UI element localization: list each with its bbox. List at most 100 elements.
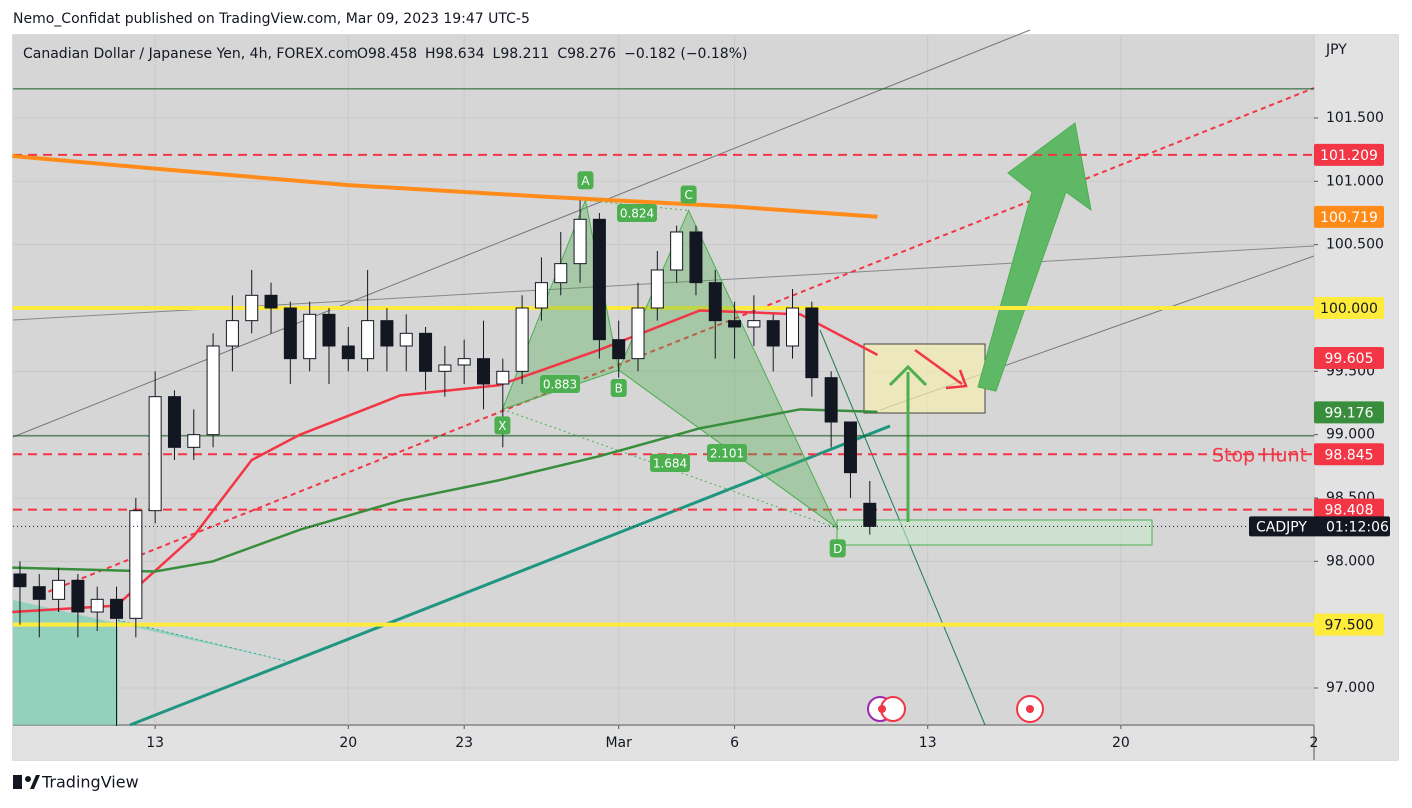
pattern-point-badge: [680, 185, 697, 204]
teal-zone: [13, 600, 290, 725]
y-tick-label: 100.500: [1326, 237, 1384, 253]
candle-body: [496, 370, 510, 385]
candle-body: [766, 320, 780, 347]
candle-body: [554, 263, 568, 284]
publisher: Nemo_Confidat published on TradingView.c…: [13, 11, 530, 27]
candle-body: [206, 345, 220, 436]
pattern-ratio-badge: [650, 454, 690, 472]
pattern-ratio: 0.824: [620, 207, 654, 221]
candle-body: [592, 218, 606, 341]
price-label-box: [1314, 401, 1384, 424]
pattern-ratio-badge: [540, 375, 580, 393]
candle-body: [110, 598, 124, 619]
candle-body: [612, 339, 626, 360]
candle-body: [670, 231, 684, 271]
price-label: 100.000: [1320, 301, 1378, 317]
candle-body: [747, 320, 761, 328]
candle-body: [225, 320, 239, 347]
y-tick-label: 99.000: [1326, 427, 1375, 443]
event-icons: [867, 695, 1044, 723]
pattern-point-label: D: [833, 542, 842, 556]
pattern-point-label: A: [581, 174, 590, 188]
price-label-box: [1314, 613, 1384, 636]
event-icon: [1026, 705, 1034, 713]
candle-body: [32, 586, 46, 600]
trend-line: [39, 87, 1315, 596]
countdown-symbol: CADJPY: [1256, 519, 1307, 535]
legend-value: −0.182 (−0.18%): [624, 46, 747, 62]
legend-value: O98.458: [357, 46, 417, 62]
price-label-box: [1314, 205, 1384, 228]
countdown-box: [1249, 516, 1390, 537]
candle-body: [438, 364, 452, 372]
legend-value: L98.211: [493, 46, 550, 62]
pattern-ratio: 1.684: [653, 457, 687, 471]
y-tick-label: 97.000: [1326, 680, 1375, 696]
pattern-point-label: X: [498, 419, 506, 433]
price-label: 97.500: [1325, 618, 1374, 634]
y-tick-label: 98.000: [1326, 553, 1375, 569]
legend: O98.458 H98.634 L98.211 C98.276 −0.182 (−0.1…: [357, 46, 747, 62]
x-tick-label: 20: [1112, 735, 1130, 751]
candle-body: [399, 332, 413, 347]
candle-body: [90, 598, 104, 613]
brand: TradingView: [13, 773, 139, 792]
candle-body: [708, 282, 722, 322]
x-tick-label: 6: [730, 735, 739, 751]
channel-line: [12, 29, 1031, 438]
candle-body: [148, 396, 162, 512]
x-tick-label: Mar: [605, 735, 632, 751]
price-label: 101.209: [1320, 148, 1378, 164]
moving-average: [12, 153, 878, 219]
candle-body: [824, 377, 838, 423]
price-label: 98.845: [1325, 447, 1374, 463]
price-label-box: [1314, 296, 1384, 319]
candle-body: [805, 307, 819, 379]
price-label: 99.605: [1325, 351, 1374, 367]
candle-body: [71, 579, 85, 613]
price-label-box: [1314, 498, 1384, 521]
candle-body: [419, 332, 433, 372]
price-label-box: [1314, 443, 1384, 466]
y-tick-label: 101.500: [1326, 110, 1384, 126]
x-tick-label: 20: [339, 735, 357, 751]
candle-body: [534, 282, 548, 309]
y-tick-label: 101.000: [1326, 173, 1384, 189]
candle-body: [129, 510, 143, 619]
candle-body: [187, 434, 201, 448]
candle-body: [380, 320, 394, 347]
price-label: 99.176: [1325, 405, 1374, 421]
candle-body: [322, 313, 336, 347]
candle-body: [457, 358, 471, 366]
projection-arrow: [977, 122, 1092, 392]
pattern-ratio-line: [502, 408, 838, 529]
candle-body: [515, 307, 529, 372]
plot: X A B C D 0.824 0.883 1.684 2.101: [12, 29, 1315, 727]
x-tick-label: 13: [919, 735, 937, 751]
x-tick-label: 13: [146, 735, 164, 751]
legend-value: H98.634: [425, 46, 485, 62]
logo: [13, 775, 22, 789]
legend-value: C98.276: [557, 46, 616, 62]
symbol-title: Canadian Dollar / Japanese Yen, 4h, FORE…: [23, 46, 358, 62]
currency: JPY: [1325, 42, 1347, 58]
price-label-box: [1314, 143, 1384, 166]
event-icon: [878, 705, 886, 713]
candle-body: [303, 313, 317, 360]
target-zone: [836, 519, 1153, 546]
candle-body: [689, 231, 703, 284]
candle-body: [361, 320, 375, 360]
x-tick-label: 23: [455, 735, 473, 751]
pattern-point-badge: [494, 416, 511, 435]
logo: [30, 775, 40, 789]
pattern-point-label: C: [684, 188, 692, 202]
brand-name: TradingView: [41, 773, 139, 792]
candle-body: [843, 421, 857, 474]
price-label: 98.408: [1325, 503, 1374, 519]
candle-body: [728, 320, 742, 328]
candle-body: [167, 396, 181, 448]
pattern-ratio: 2.101: [710, 447, 744, 461]
red-arrow: [914, 348, 963, 386]
